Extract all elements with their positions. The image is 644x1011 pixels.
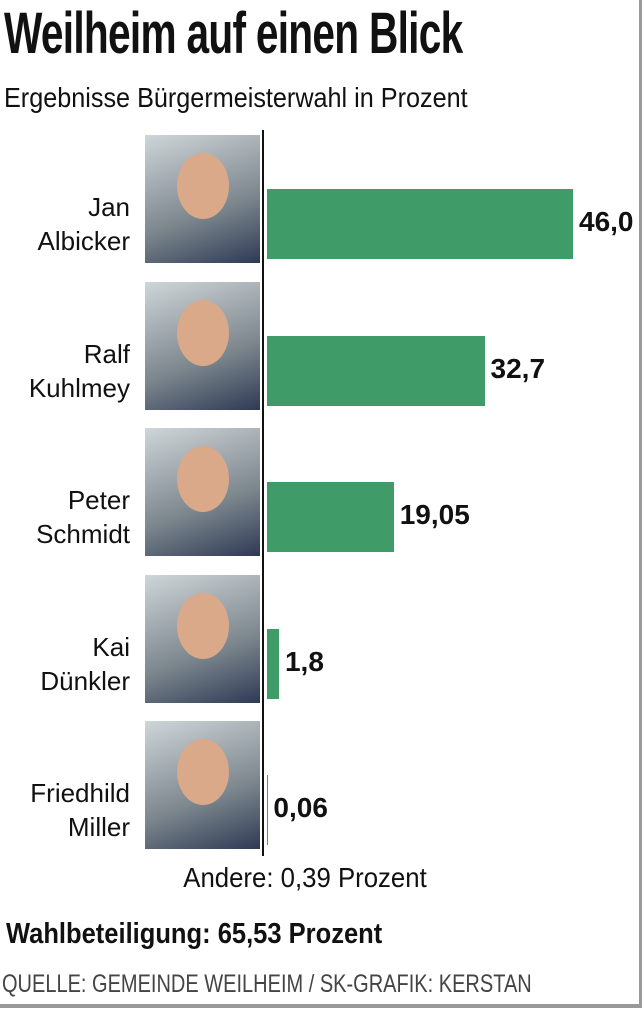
turnout: Wahlbeteiligung: 65,53 Prozent <box>6 918 383 950</box>
value-label: 19,05 <box>399 499 470 530</box>
note: Andere: 0,39 Prozent <box>183 862 427 893</box>
axis-line <box>262 130 264 856</box>
bar <box>267 628 279 699</box>
candidate-photo <box>145 135 260 263</box>
value-label: 46,0 <box>579 206 634 237</box>
candidate-photo <box>145 428 260 556</box>
value-label: 1,8 <box>284 645 324 677</box>
chart-subtitle: Ergebnisse Bürgermeisterwahl in Prozent <box>4 82 468 113</box>
candidate-photo <box>145 721 260 849</box>
category-label: Ralf Kuhlmey <box>28 338 130 403</box>
value-label: 32,7 <box>490 352 546 384</box>
source: QUELLE: GEMEINDE WEILHEIM / SK-GRAFIK: K… <box>2 970 532 998</box>
bar <box>267 482 394 552</box>
category-label: Friedhild Miller <box>30 778 130 842</box>
chart-title: Weilheim auf einen Blick <box>4 1 463 66</box>
candidate-photo <box>145 574 260 703</box>
candidate-photo <box>145 281 260 410</box>
bar <box>267 335 485 406</box>
category-label: Peter Schmidt <box>36 485 130 549</box>
value-label: 0,06 <box>273 792 328 823</box>
category-label: Kai Dünkler <box>40 631 130 696</box>
bar <box>267 189 573 259</box>
category-label: Jan Albicker <box>37 192 130 256</box>
